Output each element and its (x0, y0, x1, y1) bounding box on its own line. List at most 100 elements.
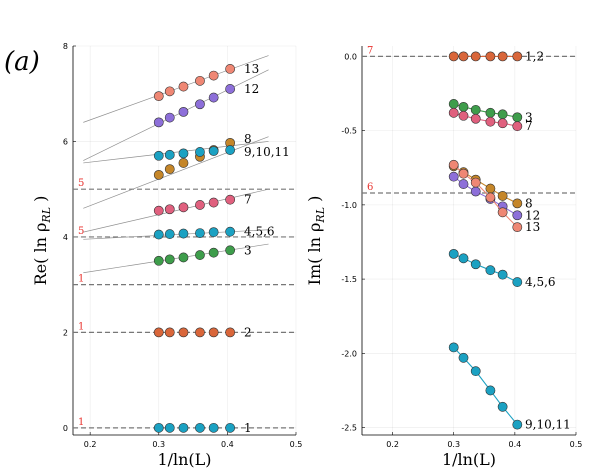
data-point (497, 207, 508, 218)
series-label: 1,2 (525, 49, 544, 63)
y-tick-label: -2.0 (341, 349, 357, 358)
data-point (178, 327, 189, 338)
data-point (225, 145, 236, 155)
series (448, 159, 523, 233)
data-point (497, 118, 508, 129)
data-point (485, 116, 496, 127)
x-axis-title: 1/ln(L) (442, 450, 496, 469)
data-point (208, 70, 219, 81)
data-point (178, 228, 189, 239)
panel-label: (a) (4, 47, 40, 77)
data-point (485, 385, 496, 396)
data-point (458, 352, 469, 363)
chart-left: 0.2 0.3 0.4 0.5 0 2 4 6 8 1/ln(L) Re( ln ρRL ) 1 1 1 5… (31, 42, 302, 469)
multiplicity-label: 1 (78, 274, 84, 285)
series (448, 171, 523, 221)
y-tick-label: 8 (63, 42, 68, 51)
data-point (195, 200, 205, 210)
series (153, 327, 236, 338)
y-tick-label: 0 (63, 424, 68, 433)
y-tick-label: -1.0 (341, 201, 357, 210)
data-point (458, 51, 469, 62)
x-tick-label: 0.3 (152, 440, 165, 449)
data-point (470, 51, 481, 62)
data-point (153, 169, 164, 180)
series (153, 84, 236, 128)
data-point (497, 401, 508, 412)
data-point (153, 91, 164, 102)
multiplicity-label: 1 (78, 321, 84, 332)
chart-right: 0.2 0.3 0.4 0.5 0.0 -0.5 -1.0 -1.5 -2.0 -2.5 1/ln(… (305, 45, 582, 469)
data-point (195, 250, 205, 260)
series (153, 245, 236, 266)
grid (362, 46, 577, 435)
y-tick-label: -2.5 (341, 424, 357, 433)
data-point (195, 147, 205, 157)
data-point (448, 248, 459, 259)
series-label: 12 (525, 208, 540, 222)
fit-line (83, 141, 269, 164)
data-point (485, 192, 496, 203)
data-point (153, 327, 164, 338)
series (448, 248, 523, 287)
series-label: 4,5,6 (525, 275, 556, 289)
x-axis-title: 1/ln(L) (157, 450, 211, 469)
series (153, 226, 236, 240)
data-point (225, 245, 236, 256)
y-tick-label: 6 (63, 137, 68, 146)
x-tick-label: 0.4 (221, 440, 234, 449)
x-tick-label: 0.3 (447, 440, 460, 449)
data-point (195, 422, 205, 433)
multiplicity-label: 1 (78, 417, 84, 428)
series-label: 13 (244, 62, 259, 76)
fit-line (83, 69, 269, 161)
series (153, 194, 236, 216)
data-point (470, 104, 481, 115)
data-point (512, 51, 523, 62)
data-point (497, 191, 508, 201)
data-point (164, 422, 175, 433)
y-tick-label: 4 (63, 233, 68, 242)
data-point (225, 194, 236, 205)
data-point (153, 150, 164, 161)
fit-line (83, 55, 269, 123)
data-point (208, 327, 219, 338)
fit-line (83, 136, 269, 209)
data-point (164, 112, 175, 123)
data-point (497, 269, 508, 280)
data-point (178, 106, 189, 117)
data-point (208, 227, 219, 238)
data-point (225, 84, 236, 94)
series (448, 51, 523, 62)
data-point (497, 51, 508, 62)
series-label: 3 (525, 110, 533, 124)
multiplicity-label: 5 (78, 178, 84, 189)
series (448, 342, 523, 430)
fit-line (83, 243, 269, 274)
data-point (195, 99, 205, 110)
y-tick-label: -0.5 (341, 127, 357, 136)
series-label: 1 (244, 421, 252, 435)
data-point (512, 112, 523, 123)
data-point (178, 81, 189, 92)
data-point (448, 99, 459, 109)
y-tick-label: 0.0 (344, 52, 357, 61)
data-point (458, 101, 469, 112)
data-point (470, 259, 481, 270)
data-point (458, 168, 469, 179)
series (153, 64, 236, 102)
x-tick-label: 0.2 (386, 440, 399, 449)
x-tick-label: 0.2 (84, 440, 97, 449)
data-point (225, 64, 236, 74)
data-point (153, 117, 164, 128)
data-point (448, 171, 459, 182)
data-point (497, 109, 508, 120)
y-tick-label: -1.5 (341, 275, 357, 284)
data-point (485, 265, 496, 276)
series-label: 8 (525, 196, 533, 210)
data-point (225, 422, 236, 433)
data-point (164, 149, 175, 160)
data-point (208, 247, 219, 258)
data-point (470, 186, 481, 197)
